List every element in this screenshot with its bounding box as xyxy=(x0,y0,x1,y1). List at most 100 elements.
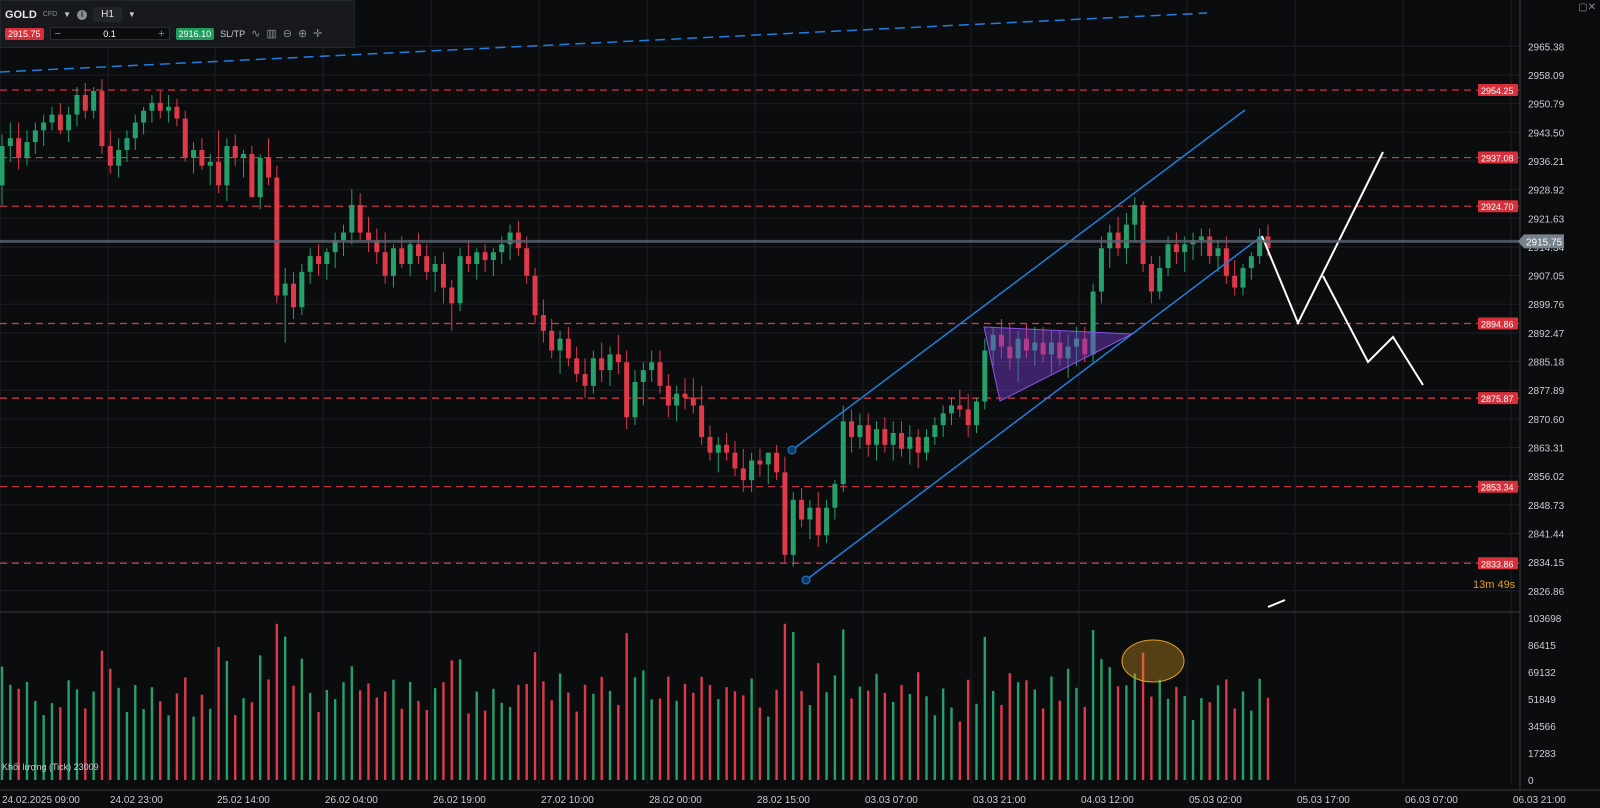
volume-bar xyxy=(184,677,187,780)
volume-bar xyxy=(500,702,503,780)
volume-bar xyxy=(325,690,329,780)
zoom-in-icon[interactable]: ⊕ xyxy=(297,28,308,40)
candle-body xyxy=(232,146,238,158)
candle-body xyxy=(57,114,63,131)
candle-body xyxy=(390,248,396,276)
candle-body xyxy=(590,358,596,386)
time-axis-label: 06.03 21:00 xyxy=(1513,795,1566,806)
volume-bar xyxy=(125,711,129,780)
candle-body xyxy=(599,358,605,371)
price-tick-label: 2943.50 xyxy=(1528,128,1565,139)
volume-bar xyxy=(92,691,95,780)
plus-icon[interactable]: + xyxy=(158,27,165,40)
timeframe-select[interactable]: H1 xyxy=(93,7,122,22)
time-axis-label: 28.02 00:00 xyxy=(649,795,702,806)
sl-tp-button[interactable]: SL/TP xyxy=(220,28,246,39)
candle-body xyxy=(16,138,22,158)
candle-body xyxy=(1123,224,1129,249)
volume-bar xyxy=(725,687,728,780)
candle-body xyxy=(915,436,921,453)
volume-bar xyxy=(933,715,937,780)
volume-bar xyxy=(75,689,79,780)
time-axis-label: 04.03 12:00 xyxy=(1081,795,1134,806)
candle-body xyxy=(291,283,297,308)
level-label: 2853.34 xyxy=(1481,483,1514,493)
candle-body xyxy=(249,153,255,198)
price-tick-label: 2841.44 xyxy=(1528,529,1565,540)
price-tick-label: 2877.89 xyxy=(1528,386,1565,397)
candle-body xyxy=(99,91,105,147)
volume-tick-label: 0 xyxy=(1528,776,1534,787)
price-tick-label: 2848.73 xyxy=(1528,501,1565,512)
volume-bar xyxy=(642,670,645,780)
candle-body xyxy=(174,106,180,119)
candle-body xyxy=(1148,263,1154,292)
candle-body xyxy=(582,374,588,386)
volume-bar xyxy=(292,685,295,780)
level-label: 2894.86 xyxy=(1481,319,1514,329)
timeframe-dropdown-icon[interactable]: ▼ xyxy=(127,10,136,19)
price-tick-label: 2936.21 xyxy=(1528,157,1565,168)
volume-bar xyxy=(425,710,428,780)
volume-bar xyxy=(458,659,462,780)
volume-bar xyxy=(550,700,553,780)
time-axis-label: 26.02 04:00 xyxy=(325,795,378,806)
candle-body xyxy=(649,362,655,371)
volume-bar xyxy=(925,696,928,780)
time-axis-label: 26.02 19:00 xyxy=(433,795,486,806)
symbol-name[interactable]: GOLD xyxy=(5,8,37,21)
lot-size-value[interactable]: 0.1 xyxy=(103,28,116,39)
volume-tick-label: 86415 xyxy=(1528,641,1556,652)
candle-body xyxy=(241,153,247,158)
volume-bar xyxy=(1166,698,1170,780)
candle-body xyxy=(82,94,88,111)
volume-bar xyxy=(300,658,304,780)
candle-body xyxy=(224,146,230,186)
candle-body xyxy=(274,177,280,296)
price-tick-label: 2856.02 xyxy=(1528,472,1565,483)
candle-body xyxy=(116,149,122,166)
zoom-out-icon[interactable]: ⊖ xyxy=(282,28,292,40)
volume-bar xyxy=(742,695,745,780)
candle-body xyxy=(357,205,363,233)
volume-bar xyxy=(542,681,545,780)
price-tick-label: 2958.09 xyxy=(1528,71,1565,82)
candle-body xyxy=(432,263,438,272)
candle-body xyxy=(449,287,455,304)
volume-bar xyxy=(558,673,562,780)
volume-bar xyxy=(1200,698,1203,780)
candle-body xyxy=(973,401,979,426)
volume-bar xyxy=(908,694,912,780)
chart-settings-icon[interactable]: ▢✕ xyxy=(1578,2,1596,13)
candle-body xyxy=(399,248,405,264)
lot-size-field[interactable]: − 0.1 + xyxy=(49,27,170,40)
volume-bar xyxy=(975,703,978,780)
volume-bar xyxy=(1008,673,1012,780)
candle-body xyxy=(1057,342,1063,359)
candle-body xyxy=(1232,275,1238,288)
minus-icon[interactable]: − xyxy=(54,27,61,40)
volume-bar xyxy=(59,707,62,780)
candle-body xyxy=(74,94,80,115)
volume-bar xyxy=(1000,705,1003,780)
volume-bar xyxy=(192,716,195,780)
symbol-dropdown-icon[interactable]: ▼ xyxy=(63,10,72,19)
indicator-icon[interactable]: ∿ xyxy=(251,28,261,40)
candle-body xyxy=(574,358,580,375)
volume-bar xyxy=(958,721,962,780)
channel-anchor-point xyxy=(801,575,811,585)
volume-bar xyxy=(1250,710,1253,780)
candle-body xyxy=(632,381,638,418)
sell-price-button[interactable]: 2915.75 xyxy=(5,27,44,40)
candle-body xyxy=(282,283,288,296)
buy-price-button[interactable]: 2916.10 xyxy=(175,27,215,40)
bars-icon[interactable]: ▥ xyxy=(266,28,277,40)
info-icon[interactable]: i xyxy=(77,9,88,20)
price-tick-label: 2870.60 xyxy=(1528,415,1565,426)
candle-body xyxy=(1040,342,1046,355)
volume-bar xyxy=(0,666,4,780)
candle-body xyxy=(1140,205,1146,264)
crosshair-icon[interactable]: ✛ xyxy=(313,28,323,40)
volume-bar xyxy=(808,705,812,780)
